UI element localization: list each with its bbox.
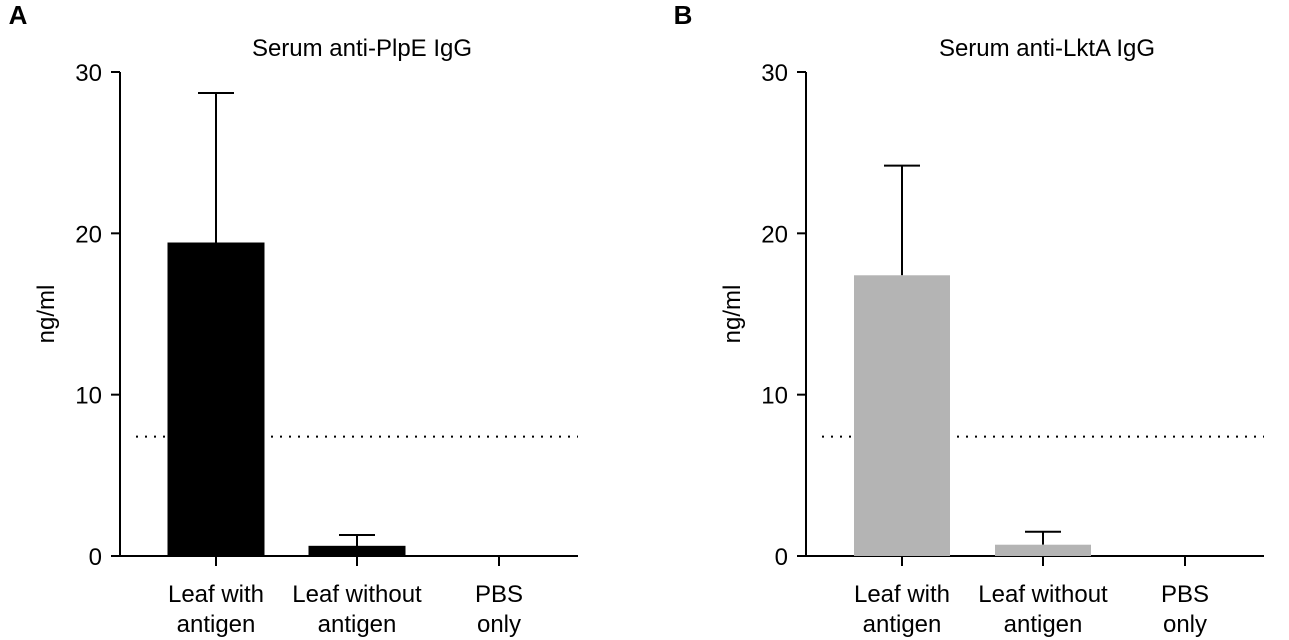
y-tick-label: 0 — [775, 544, 788, 571]
y-tick-label: 30 — [761, 60, 788, 87]
x-tick-label: PBS — [475, 581, 523, 608]
bar — [308, 545, 406, 557]
x-tick-label: PBS — [1161, 581, 1209, 608]
x-tick-label: antigen — [177, 611, 256, 638]
y-tick-label: 10 — [75, 383, 102, 410]
x-tick-label: antigen — [1004, 611, 1083, 638]
y-tick-label: 30 — [75, 60, 102, 87]
x-tick-label: antigen — [318, 611, 397, 638]
bar — [854, 275, 950, 556]
panel-label-a: A — [9, 0, 28, 30]
y-tick-label: 20 — [761, 221, 788, 248]
panel-label-b: B — [674, 0, 693, 30]
x-tick-label: only — [1163, 611, 1207, 638]
bar — [995, 544, 1091, 556]
x-tick-label: antigen — [863, 611, 942, 638]
x-tick-label: Leaf without — [978, 581, 1108, 608]
x-tick-label: Leaf with — [854, 581, 950, 608]
chart-title: Serum anti-LktA IgG — [939, 35, 1155, 62]
y-tick-label: 20 — [75, 221, 102, 248]
y-tick-label: 10 — [761, 383, 788, 410]
chart-title: Serum anti-PlpE IgG — [252, 35, 472, 62]
y-tick-label: 0 — [89, 544, 102, 571]
x-tick-label: only — [477, 611, 521, 638]
y-axis-label: ng/ml — [719, 285, 746, 344]
bar — [167, 242, 265, 557]
x-tick-label: Leaf without — [292, 581, 422, 608]
x-tick-label: Leaf with — [168, 581, 264, 608]
y-axis-label: ng/ml — [33, 285, 60, 344]
